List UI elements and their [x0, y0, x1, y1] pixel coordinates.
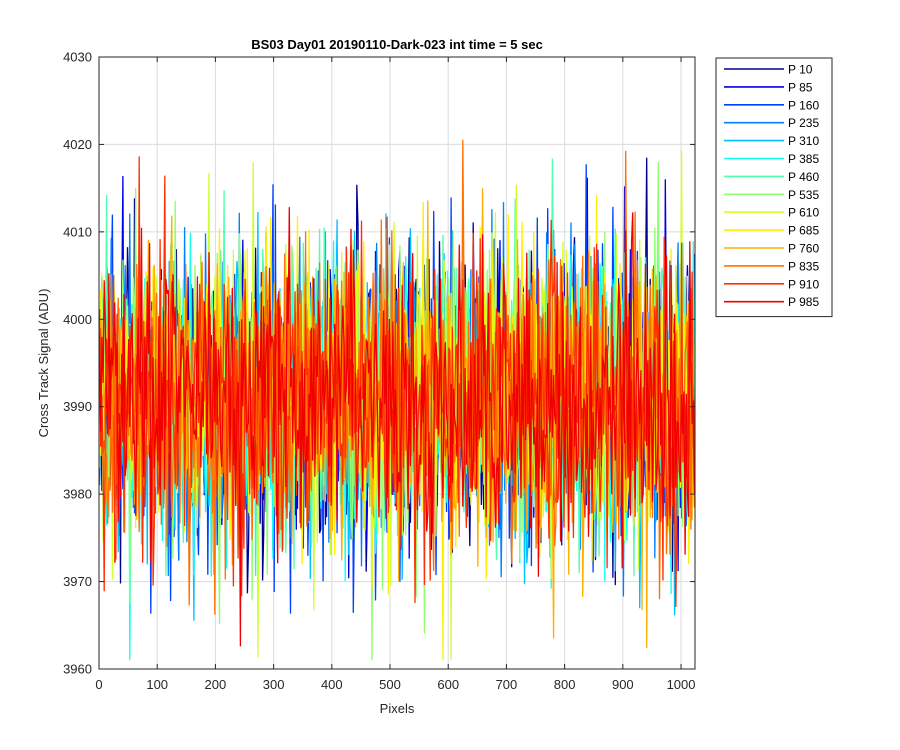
x-tick-label: 800: [554, 677, 576, 692]
ticks: 0 100 200 300 400 500 600 700 800 900 1000 3960 3970…: [63, 50, 695, 693]
y-tick-label: 3960: [63, 662, 92, 677]
legend-label: P 235: [788, 116, 819, 130]
series-group: [98, 139, 696, 661]
x-tick-label: 600: [437, 677, 459, 692]
legend-label: P 610: [788, 206, 819, 220]
x-axis-label: Pixels: [380, 701, 415, 716]
legend-label: P 310: [788, 134, 819, 148]
legend-label: P 685: [788, 224, 819, 238]
legend-label: P 985: [788, 295, 819, 309]
legend-label: P 910: [788, 277, 819, 291]
x-tick-label: 500: [379, 677, 401, 692]
legend-label: P 10: [788, 63, 813, 77]
y-tick-label: 3990: [63, 399, 92, 414]
legend-label: P 460: [788, 170, 819, 184]
series-line-p910: [98, 156, 696, 608]
legend: P 10 P 85 P 160 P 235 P 310 P 385 P 460 P 535 P …: [715, 57, 833, 318]
chart-title: BS03 Day01 20190110-Dark-023 int time = …: [251, 37, 543, 52]
plot-frame: [98, 56, 696, 670]
x-tick-label: 900: [612, 677, 634, 692]
y-tick-label: 3970: [63, 574, 92, 589]
legend-label: P 85: [788, 80, 813, 94]
y-tick-label: 3980: [63, 487, 92, 502]
x-tick-label: 200: [205, 677, 227, 692]
x-tick-label: 300: [263, 677, 285, 692]
legend-label: P 160: [788, 98, 819, 112]
y-tick-label: 4030: [63, 50, 92, 65]
y-axis-label: Cross Track Signal (ADU): [36, 289, 51, 438]
x-tick-label: 0: [95, 677, 102, 692]
y-tick-label: 4010: [63, 224, 92, 239]
legend-box: [715, 57, 833, 318]
legend-label: P 835: [788, 259, 819, 273]
series-line-p985: [98, 207, 696, 647]
legend-label: P 385: [788, 152, 819, 166]
x-tick-label: 400: [321, 677, 343, 692]
x-tick-label: 1000: [667, 677, 696, 692]
x-tick-label: 700: [496, 677, 518, 692]
legend-label: P 535: [788, 188, 819, 202]
y-tick-label: 4000: [63, 312, 92, 327]
x-tick-label: 100: [146, 677, 168, 692]
legend-label: P 760: [788, 242, 819, 256]
y-tick-label: 4020: [63, 137, 92, 152]
